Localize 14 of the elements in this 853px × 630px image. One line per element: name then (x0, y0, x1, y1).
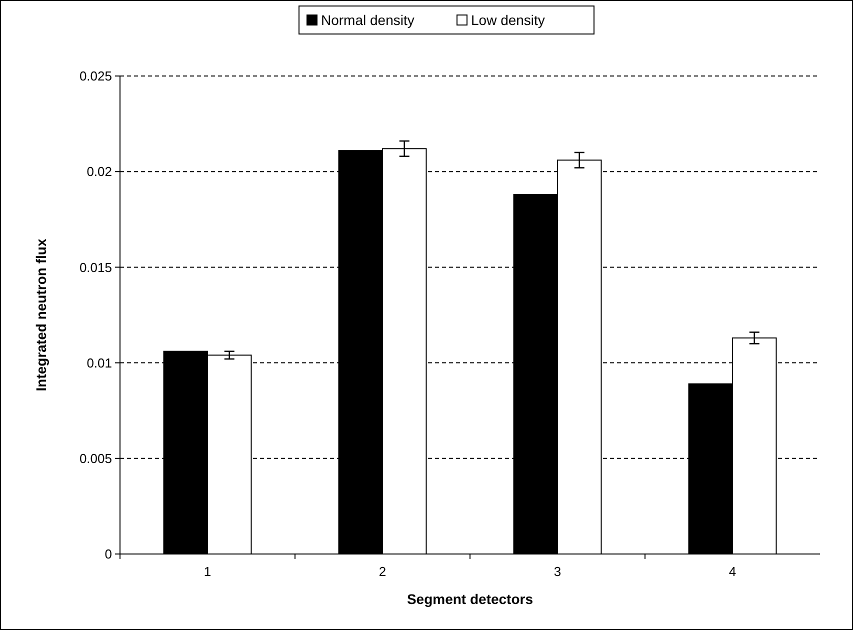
legend-label: Low density (471, 12, 545, 28)
x-axis-title: Segment detectors (406, 591, 534, 607)
y-axis-title: Integrated neutron flux (33, 238, 49, 392)
y-tick-label: 0.01 (86, 355, 112, 370)
y-tick-label: 0 (104, 546, 112, 562)
x-tick-label: 4 (728, 564, 736, 579)
x-tick-label: 3 (554, 564, 562, 579)
legend-label: Normal density (321, 12, 414, 28)
y-tick-label: 0.02 (86, 164, 112, 180)
y-tick-label: 0.005 (79, 450, 112, 466)
x-tick-label: 1 (204, 564, 212, 579)
y-tick-label: 0.025 (79, 68, 112, 84)
x-tick-label: 2 (378, 564, 386, 579)
y-tick-label: 0.015 (79, 260, 112, 275)
